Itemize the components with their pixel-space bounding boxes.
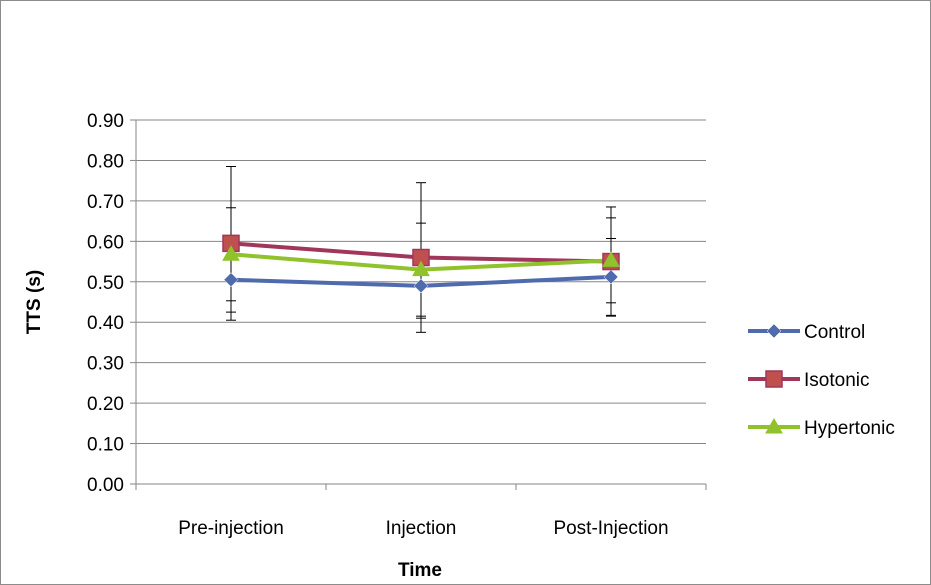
y-tick-label: 0.00: [87, 475, 124, 496]
y-axis-title: TTS (s): [24, 270, 45, 334]
x-ticks: Pre-injection Injection Post-Injection: [135, 484, 707, 539]
y-tick-label: 0.20: [87, 394, 124, 415]
legend-label: Isotonic: [804, 370, 869, 391]
y-ticks: 0.00 0.10 0.20 0.30 0.40 0.50 0.60 0.70 0.80 0.90: [87, 111, 136, 496]
legend-marker: [765, 417, 783, 434]
point-hypertonic: [222, 245, 240, 261]
x-axis-title: Time: [398, 560, 442, 581]
legend-label: Control: [804, 322, 865, 343]
y-tick-label: 0.40: [87, 313, 124, 334]
x-tick-label: Injection: [386, 518, 457, 539]
y-tick-label: 0.70: [87, 192, 124, 213]
legend-marker: [765, 370, 783, 388]
y-tick-label: 0.50: [87, 273, 124, 294]
series-markers: [222, 234, 620, 294]
legend: Control Isotonic Hypertonic: [748, 322, 895, 439]
point-hypertonic: [602, 251, 620, 267]
x-tick-label: Post-Injection: [553, 518, 668, 539]
point-control: [223, 272, 239, 288]
x-tick-label: Pre-injection: [178, 518, 284, 539]
legend-entry-control: Control: [748, 322, 865, 343]
axes: [135, 120, 706, 485]
legend-label: Hypertonic: [804, 418, 895, 439]
legend-entry-isotonic: Isotonic: [748, 370, 869, 391]
y-tick-label: 0.30: [87, 354, 124, 375]
y-tick-label: 0.10: [87, 435, 124, 456]
point-hypertonic: [412, 260, 430, 277]
y-tick-label: 0.80: [87, 151, 124, 172]
point-control: [413, 278, 429, 294]
point-control: [603, 269, 619, 285]
legend-entry-hypertonic: Hypertonic: [748, 417, 895, 439]
legend-marker: [766, 323, 782, 339]
y-tick-label: 0.90: [87, 111, 124, 132]
y-tick-label: 0.60: [87, 232, 124, 253]
